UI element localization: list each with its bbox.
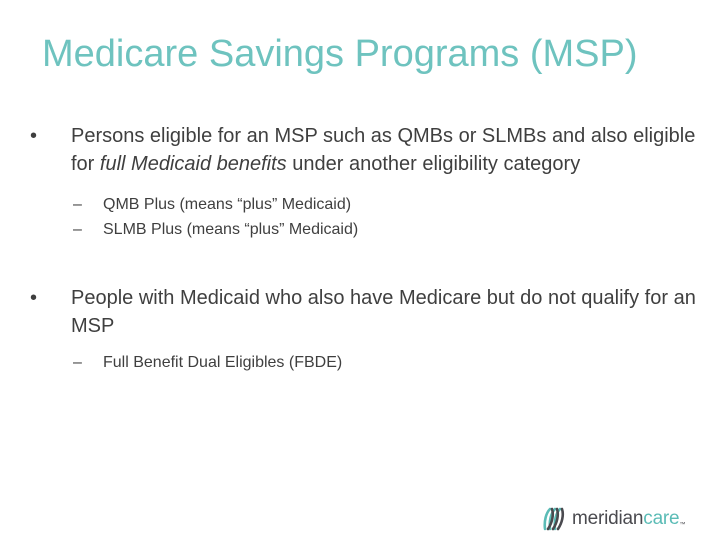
bullet-item: • People with Medicaid who also have Medi… [30, 284, 696, 340]
sub-bullet-marker: – [73, 221, 82, 238]
bullet-text: People with Medicaid who also have Medic… [71, 287, 696, 337]
bullet-group-2: • People with Medicaid who also have Medi… [30, 284, 696, 375]
sub-bullet-marker: – [73, 196, 82, 213]
bullet-marker: • [30, 125, 38, 147]
sub-bullet-list: – Full Benefit Dual Eligibles (FBDE) [30, 350, 696, 375]
sub-bullet-text: SLMB Plus (means “plus” Medicaid) [103, 221, 359, 238]
sub-bullet-item: – QMB Plus (means “plus” Medicaid) [30, 192, 696, 217]
bullet-text: Persons eligible for an MSP such as QMBs… [71, 125, 696, 175]
sub-bullet-list: – QMB Plus (means “plus” Medicaid) – SLMB … [30, 192, 696, 242]
bullet-marker: • [30, 287, 38, 309]
logo-word-care: care [643, 508, 680, 529]
bullet-text-end: under another eligibility category [286, 153, 581, 175]
sub-bullet-marker: – [73, 354, 82, 371]
meridiancare-logo: meridiancare™ [540, 504, 685, 534]
logo-wordmark: meridiancare™ [572, 505, 685, 533]
sub-bullet-item: – Full Benefit Dual Eligibles (FBDE) [30, 350, 696, 375]
logo-word-meridian: meridian [572, 508, 644, 529]
sub-bullet-text: Full Benefit Dual Eligibles (FBDE) [103, 354, 343, 371]
sub-bullet-item: – SLMB Plus (means “plus” Medicaid) [30, 217, 696, 242]
bullet-list: • Persons eligible for an MSP such as QMB… [30, 122, 696, 375]
bullet-item: • Persons eligible for an MSP such as QMB… [30, 122, 696, 178]
bullet-group-1: • Persons eligible for an MSP such as QMB… [30, 122, 696, 242]
logo-trademark: ™ [679, 522, 686, 528]
slide-title: Medicare Savings Programs (MSP) [42, 33, 638, 75]
sub-bullet-text: QMB Plus (means “plus” Medicaid) [103, 196, 352, 213]
meridiancare-logo-icon [543, 507, 565, 531]
bullet-text-emphasis: full Medicaid benefits [99, 153, 287, 175]
